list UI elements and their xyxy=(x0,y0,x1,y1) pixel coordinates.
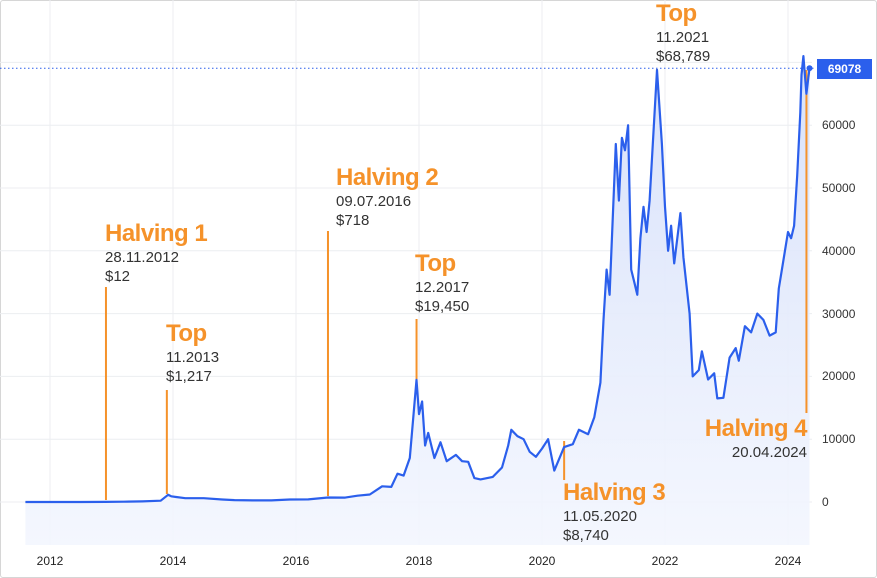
annotation-title: Halving 4 xyxy=(704,415,808,442)
y-tick-label: 30000 xyxy=(822,306,856,321)
annotation-date: 09.07.2016 xyxy=(336,193,412,210)
annotation-price: $1,217 xyxy=(166,368,212,385)
annotation-top-2013: Top 11.2013 $1,217 xyxy=(166,322,219,386)
x-tick-label: 2022 xyxy=(651,554,679,568)
y-tick-label: 40000 xyxy=(822,243,856,258)
x-tick-label: 2024 xyxy=(774,554,802,568)
y-tick-label: 50000 xyxy=(822,181,856,195)
annotation-date: 11.2013 xyxy=(166,349,220,366)
annotation-halving-2: Halving 2 09.07.2016 $718 xyxy=(336,164,439,230)
annotation-title: Top xyxy=(415,250,456,277)
annotation-date: 28.11.2012 xyxy=(105,249,179,266)
last-price-dot xyxy=(806,65,813,72)
y-tick-label: 60000 xyxy=(822,118,856,133)
annotation-halving-3: Halving 3 11.05.2020 $8,740 xyxy=(563,479,666,545)
x-tick-label: 2020 xyxy=(528,554,556,568)
annotation-title: Top xyxy=(656,0,697,27)
annotation-top-2017: Top 12.2017 $19,450 xyxy=(415,252,469,316)
annotation-price: $19,450 xyxy=(415,298,470,315)
x-tick-label: 2014 xyxy=(159,554,187,568)
annotation-date: 11.2021 xyxy=(656,29,710,46)
annotation-price: $8,740 xyxy=(563,527,609,544)
annotation-title: Top xyxy=(166,320,207,347)
annotation-title: Halving 1 xyxy=(105,220,208,247)
x-tick-label: 2018 xyxy=(405,554,433,568)
annotation-date: 12.2017 xyxy=(415,279,470,296)
y-tick-label: 20000 xyxy=(822,369,856,384)
price-area-fill xyxy=(25,56,810,545)
x-tick-label: 2016 xyxy=(282,554,310,568)
price-line xyxy=(25,55,811,504)
annotation-price: $718 xyxy=(336,212,370,229)
annotation-title: Halving 2 xyxy=(336,164,439,191)
annotation-price: $12 xyxy=(105,268,131,285)
annotation-price: $68,789 xyxy=(656,48,711,65)
y-tick-label: 0 xyxy=(822,495,829,509)
annotation-halving-1: Halving 1 28.11.2012 $12 xyxy=(105,220,208,286)
annotation-date: 20.04.2024 xyxy=(731,444,807,461)
last-price-badge: 69078 xyxy=(817,59,872,79)
annotation-halving-4: Halving 4 20.04.2024 xyxy=(704,415,808,462)
x-tick-label: 2012 xyxy=(36,554,64,568)
annotation-date: 11.05.2020 xyxy=(563,508,637,525)
annotation-title: Halving 3 xyxy=(563,479,666,506)
y-tick-label: 10000 xyxy=(822,432,856,447)
annotation-top-2021: Top 11.2021 $68,789 xyxy=(656,2,710,66)
